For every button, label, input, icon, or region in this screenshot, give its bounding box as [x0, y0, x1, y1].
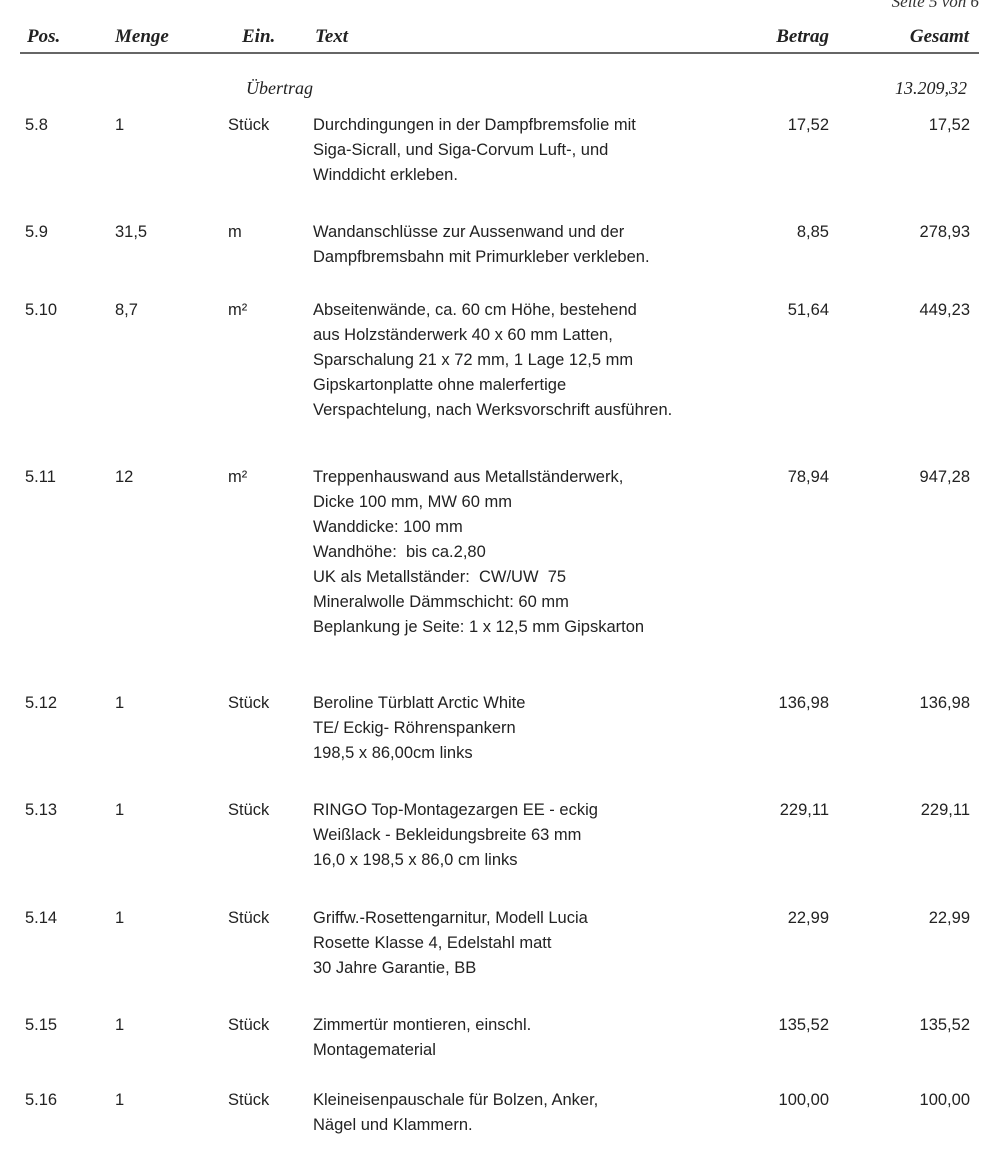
carry-over-value: 13.209,32 — [895, 78, 967, 98]
item-total: 136,98 — [919, 694, 970, 712]
header-price: Betrag — [776, 26, 829, 47]
item-text-line: Nägel und Klammern. — [313, 1116, 473, 1134]
item-text-line: 198,5 x 86,00cm links — [313, 744, 473, 762]
item-text-line: aus Holzständerwerk 40 x 60 mm Latten, — [313, 326, 613, 344]
item-text-line: Gipskartonplatte ohne malerfertige — [313, 376, 567, 394]
item-unit: Stück — [228, 116, 270, 134]
item-text: Treppenhauswand aus Metallständerwerk, Di… — [313, 465, 644, 640]
item-price: 22,99 — [787, 909, 829, 927]
item-total: 22,99 — [928, 909, 970, 927]
item-price: 135,52 — [778, 1016, 829, 1034]
header-total: Gesamt — [909, 26, 969, 47]
item-text-line: Beroline Türblatt Arctic White — [313, 694, 526, 712]
item-text-line: 16,0 x 198,5 x 86,0 cm links — [313, 851, 518, 869]
item-unit: Stück — [228, 1091, 270, 1109]
item-text-line: Beplankung je Seite: 1 x 12,5 mm Gipskar… — [313, 618, 645, 636]
header-divider — [20, 52, 979, 54]
item-text: Zimmertür montieren, einschl. Montagemate… — [313, 1013, 531, 1063]
header-pos: Pos. — [27, 26, 61, 47]
item-qty: 12 — [115, 468, 134, 486]
item-total: 100,00 — [919, 1091, 970, 1109]
item-text-line: Verspachtelung, nach Werksvorschrift aus… — [313, 401, 673, 419]
item-price: 78,94 — [787, 468, 829, 486]
item-qty: 1 — [115, 116, 125, 134]
item-total: 17,52 — [928, 116, 970, 134]
item-text: Abseitenwände, ca. 60 cm Höhe, bestehend… — [313, 298, 672, 423]
item-qty: 31,5 — [115, 223, 148, 241]
item-text-line: RINGO Top-Montagezargen EE - eckig — [313, 801, 598, 819]
header-qty: Menge — [115, 26, 169, 47]
item-unit: Stück — [228, 801, 270, 819]
item-pos: 5.12 — [25, 694, 58, 712]
item-pos: 5.11 — [25, 468, 56, 486]
item-text-line: Wandhöhe: bis ca.2,80 — [313, 543, 486, 561]
item-text-line: Mineralwolle Dämmschicht: 60 mm — [313, 593, 569, 611]
item-qty: 1 — [115, 1091, 125, 1109]
item-text-line: Rosette Klasse 4, Edelstahl matt — [313, 934, 552, 952]
item-total: 947,28 — [919, 468, 970, 486]
item-pos: 5.14 — [25, 909, 58, 927]
item-unit: Stück — [228, 694, 270, 712]
item-qty: 1 — [115, 909, 125, 927]
item-text-line: Dampfbremsbahn mit Primurkleber verklebe… — [313, 248, 650, 266]
item-pos: 5.15 — [25, 1016, 58, 1034]
page-number: Seite 5 von 6 — [891, 0, 979, 11]
item-text-line: Weißlack - Bekleidungsbreite 63 mm — [313, 826, 582, 844]
carry-over-label: Übertrag — [246, 78, 313, 98]
item-text-line: Winddicht erkleben. — [313, 166, 458, 184]
item-total: 229,11 — [920, 801, 970, 819]
item-text-line: Dicke 100 mm, MW 60 mm — [313, 493, 512, 511]
item-price: 100,00 — [778, 1091, 829, 1109]
item-pos: 5.8 — [25, 116, 48, 134]
item-unit: m² — [228, 301, 248, 319]
item-text: Durchdingungen in der Dampfbremsfolie mi… — [313, 113, 636, 188]
item-total: 278,93 — [919, 223, 970, 241]
item-price: 8,85 — [796, 223, 829, 241]
item-qty: 1 — [115, 694, 125, 712]
header-unit: Ein. — [242, 26, 276, 47]
item-qty: 1 — [115, 1016, 125, 1034]
item-price: 229,11 — [779, 801, 829, 819]
item-total: 449,23 — [919, 301, 970, 319]
item-text-line: Kleineisenpauschale für Bolzen, Anker, — [313, 1091, 599, 1109]
item-unit: Stück — [228, 1016, 270, 1034]
item-unit: m — [228, 223, 242, 241]
item-pos: 5.13 — [25, 801, 58, 819]
item-total: 135,52 — [919, 1016, 970, 1034]
item-unit: Stück — [228, 909, 270, 927]
item-text-line: Montagematerial — [313, 1041, 436, 1059]
item-price: 136,98 — [778, 694, 829, 712]
item-text: Kleineisenpauschale für Bolzen, Anker, Nä… — [313, 1088, 598, 1138]
item-qty: 8,7 — [115, 301, 138, 319]
item-text-line: Durchdingungen in der Dampfbremsfolie mi… — [313, 116, 636, 134]
item-text-line: TE/ Eckig- Röhrenspankern — [313, 719, 516, 737]
item-text-line: Sparschalung 21 x 72 mm, 1 Lage 12,5 mm — [313, 351, 634, 369]
item-text-line: 30 Jahre Garantie, BB — [313, 959, 477, 977]
item-text-line: Abseitenwände, ca. 60 cm Höhe, bestehend — [313, 301, 637, 319]
item-text-line: Zimmertür montieren, einschl. — [313, 1016, 532, 1034]
item-text: RINGO Top-Montagezargen EE - eckig Weißla… — [313, 798, 598, 873]
item-text-line: Wanddicke: 100 mm — [313, 518, 463, 536]
item-pos: 5.16 — [25, 1091, 58, 1109]
item-text-line: Wandanschlüsse zur Aussenwand und der — [313, 223, 625, 241]
item-price: 51,64 — [787, 301, 829, 319]
item-pos: 5.10 — [25, 301, 58, 319]
item-pos: 5.9 — [25, 223, 48, 241]
item-unit: m² — [228, 468, 248, 486]
item-text: Wandanschlüsse zur Aussenwand und der Dam… — [313, 220, 650, 270]
item-text: Beroline Türblatt Arctic White TE/ Eckig-… — [313, 691, 525, 766]
item-text-line: Treppenhauswand aus Metallständerwerk, — [313, 468, 624, 486]
item-text-line: UK als Metallständer: CW/UW 75 — [313, 568, 567, 586]
item-text-line: Siga-Sicrall, und Siga-Corvum Luft-, und — [313, 141, 609, 159]
item-text-line: Griffw.-Rosettengarnitur, Modell Lucia — [313, 909, 588, 927]
item-text: Griffw.-Rosettengarnitur, Modell Lucia Ro… — [313, 906, 588, 981]
header-text: Text — [315, 26, 349, 47]
item-qty: 1 — [115, 801, 125, 819]
item-price: 17,52 — [787, 116, 829, 134]
